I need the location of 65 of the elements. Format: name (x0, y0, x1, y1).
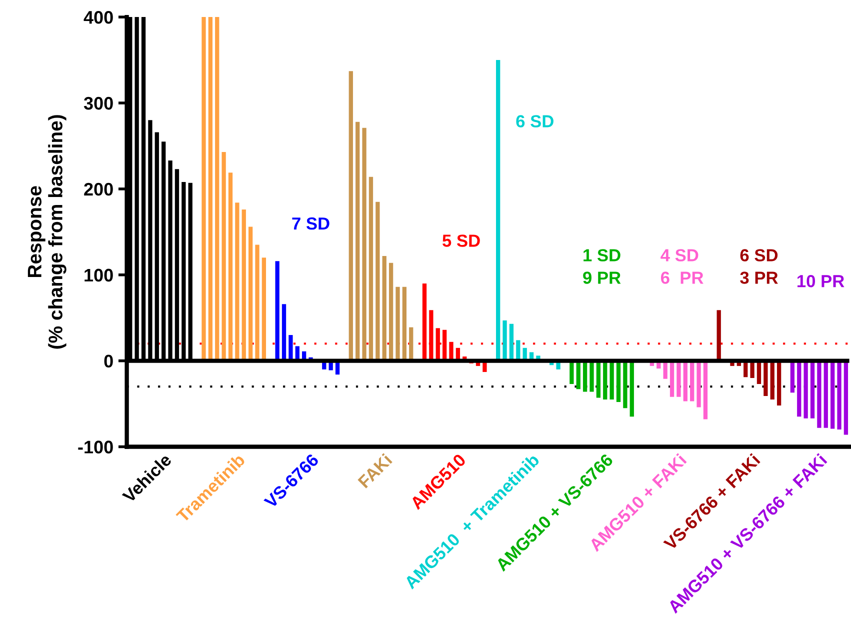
bar (368, 176, 374, 361)
y-tick-label: 400 (84, 10, 113, 24)
bar (275, 261, 280, 361)
bar (770, 360, 774, 400)
bar (590, 360, 594, 392)
bar (630, 360, 634, 417)
annotation: 4 SD 6 PR (660, 249, 704, 284)
bar (422, 283, 427, 361)
bar (623, 360, 628, 408)
annotation: 10 PR (798, 274, 844, 288)
bar (262, 258, 266, 361)
bar (690, 360, 694, 402)
bar (388, 262, 394, 361)
bar (242, 210, 246, 361)
bar (776, 360, 782, 406)
bar (255, 244, 260, 361)
annotation: 5 SD (442, 234, 480, 247)
bar (616, 360, 621, 402)
annotation: 1 SD 9 PR (583, 249, 621, 284)
bar (215, 17, 220, 361)
bar (844, 360, 848, 435)
bar (676, 360, 681, 397)
bar (382, 256, 386, 361)
bar (716, 310, 721, 361)
bar (703, 360, 708, 420)
bar (797, 360, 802, 417)
bar (362, 128, 366, 361)
bar (222, 152, 226, 361)
bar (235, 202, 240, 361)
y-tick-label: -100 (78, 440, 113, 454)
annotation: 6 SD (516, 115, 554, 128)
bar (837, 360, 842, 430)
bar (603, 360, 608, 400)
bar (348, 71, 353, 361)
y-tick-label: 100 (84, 268, 113, 282)
annotation: 7 SD (292, 217, 330, 230)
y-tick-label: 200 (84, 182, 113, 196)
bar (356, 122, 360, 361)
bar (830, 360, 835, 429)
bar (248, 226, 253, 361)
bar (824, 360, 828, 428)
y-tick-label: 0 (104, 354, 113, 368)
bar (496, 60, 500, 361)
bar (282, 304, 286, 361)
bar (429, 310, 434, 361)
bar (610, 360, 614, 400)
bar (817, 360, 822, 428)
bar (228, 172, 233, 361)
bar (670, 360, 674, 397)
y-axis-title: Response (% change from baseline) (28, 115, 66, 349)
bar (396, 286, 400, 361)
y-tick-label: 300 (84, 96, 113, 110)
annotation: 6 SD 3 PR (740, 249, 778, 284)
bar (509, 324, 514, 361)
bar (202, 17, 206, 361)
bar (208, 17, 212, 361)
bar (764, 360, 768, 396)
bar (696, 360, 701, 408)
bar (596, 360, 601, 398)
bar (804, 360, 808, 418)
bar (683, 360, 688, 402)
bar (402, 286, 406, 361)
bar (376, 202, 380, 361)
bar (502, 320, 507, 361)
bar (810, 360, 815, 418)
